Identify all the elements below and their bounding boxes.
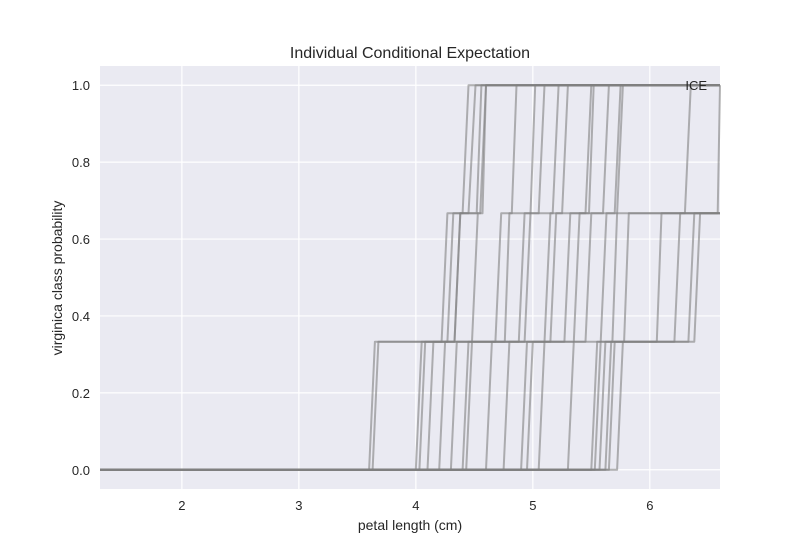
ice-line <box>100 84 720 471</box>
x-tick-label: 3 <box>295 498 302 513</box>
ice-lines <box>100 84 721 471</box>
x-axis-label: petal length (cm) <box>358 517 462 533</box>
y-tick-label: 1.0 <box>72 78 90 93</box>
x-tick-label: 4 <box>412 498 419 513</box>
ice-line <box>100 84 720 471</box>
chart-title: Individual Conditional Expectation <box>290 45 530 62</box>
plot-background <box>100 66 720 489</box>
y-tick-label: 0.8 <box>72 155 90 170</box>
y-tick-label: 0.6 <box>72 232 90 247</box>
ice-line <box>100 84 720 471</box>
ice-line <box>100 84 720 471</box>
y-tick-label: 0.0 <box>72 463 90 478</box>
ice-line <box>100 212 720 471</box>
x-tick-label: 6 <box>646 498 653 513</box>
ice-line <box>100 84 720 471</box>
ice-line <box>100 84 720 471</box>
x-tick-label: 2 <box>178 498 185 513</box>
ice-line <box>100 84 720 471</box>
ice-line <box>100 84 720 471</box>
y-tick-label: 0.4 <box>72 309 90 324</box>
x-axis-ticks: 2 3 4 5 6 <box>178 498 653 513</box>
ice-line <box>100 84 720 471</box>
ice-line <box>100 84 720 471</box>
legend-entry-ice: ICE <box>685 78 707 93</box>
x-tick-label: 5 <box>529 498 536 513</box>
y-tick-label: 0.2 <box>72 386 90 401</box>
ice-line <box>100 84 720 471</box>
ice-line <box>100 84 720 471</box>
y-axis-ticks: 0.0 0.2 0.4 0.6 0.8 1.0 <box>72 78 90 478</box>
ice-line <box>100 84 720 471</box>
y-axis-label: virginica class probability <box>49 201 65 356</box>
